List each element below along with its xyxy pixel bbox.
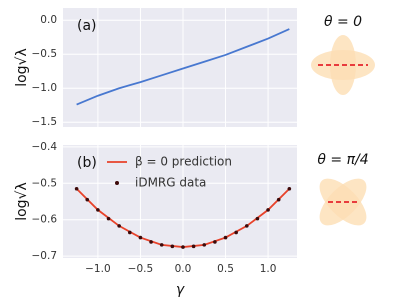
data-point xyxy=(74,186,79,191)
data-point xyxy=(213,240,217,244)
y-tick-label: −0.6 xyxy=(32,214,58,226)
data-point xyxy=(276,197,281,202)
data-point xyxy=(266,208,270,212)
x-tick-label: 1.0 xyxy=(260,263,277,275)
side-label: θ = 0 xyxy=(324,14,362,30)
y-axis-label: log√λ xyxy=(14,182,30,221)
side-illustration-bottom xyxy=(319,178,367,226)
x-axis-label: γ xyxy=(176,282,185,298)
legend-label: iDMRG data xyxy=(135,176,206,190)
data-point xyxy=(202,243,207,247)
data-point xyxy=(255,216,260,221)
data-point xyxy=(223,235,228,240)
plot-background xyxy=(63,145,297,258)
data-point xyxy=(244,224,249,228)
line xyxy=(76,28,290,106)
y-tick-label: −0.7 xyxy=(32,250,58,262)
data-point xyxy=(138,235,143,240)
y-axis-label: log√λ xyxy=(14,48,30,87)
y-tick-label: −1.5 xyxy=(32,116,58,128)
legend-swatch xyxy=(115,181,119,185)
side-label: θ = π/4 xyxy=(317,152,368,168)
side-illustration-top xyxy=(311,35,375,95)
y-tick-label: −1.0 xyxy=(32,82,58,94)
data-point xyxy=(191,244,196,249)
x-tick-label: −1.0 xyxy=(85,263,111,275)
plot-background xyxy=(63,8,297,127)
x-tick-label: −0.5 xyxy=(128,263,154,275)
y-tick-label: 0.0 xyxy=(40,14,57,26)
x-tick-label: 0.5 xyxy=(217,263,234,275)
data-point xyxy=(117,224,121,228)
y-tick-label: −0.5 xyxy=(32,177,58,189)
data-point xyxy=(234,230,238,235)
data-point xyxy=(181,245,185,249)
data-point xyxy=(170,244,175,249)
x-tick-label: 0.0 xyxy=(175,263,192,275)
legend-label: β = 0 prediction xyxy=(135,155,232,169)
panel-label: (b) xyxy=(77,155,97,171)
data-point xyxy=(159,243,164,247)
data-point xyxy=(106,216,111,221)
y-tick-label: −0.5 xyxy=(32,48,58,60)
data-point xyxy=(85,197,90,202)
data-point xyxy=(127,230,132,235)
panel-label: (a) xyxy=(77,18,97,34)
data-point xyxy=(149,240,153,244)
data-point xyxy=(96,208,100,212)
y-tick-label: −0.4 xyxy=(32,141,58,153)
data-point xyxy=(287,186,292,191)
